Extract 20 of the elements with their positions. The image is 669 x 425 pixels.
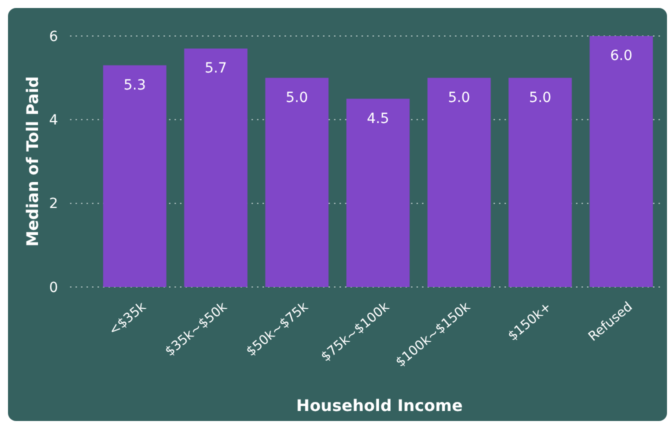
bar	[103, 65, 166, 287]
bar	[427, 78, 491, 287]
bar	[265, 78, 329, 287]
data-label: 6.0	[610, 48, 632, 64]
bar	[508, 78, 572, 287]
x-axis-title: Household Income	[296, 396, 463, 415]
y-tick-label: 4	[49, 112, 58, 129]
y-tick-label: 0	[49, 280, 58, 296]
data-label: 5.0	[286, 90, 308, 106]
data-label: 5.0	[448, 90, 470, 106]
data-label: 5.3	[124, 77, 146, 94]
bar	[184, 48, 248, 287]
data-label: 5.0	[529, 90, 552, 106]
bar	[590, 36, 653, 287]
y-tick-label: 2	[49, 196, 58, 212]
y-tick-label: 6	[49, 28, 58, 45]
data-label: 5.7	[204, 60, 227, 77]
data-label: 4.5	[366, 110, 390, 127]
bar	[346, 98, 410, 287]
y-axis-title: Median of Toll Paid	[23, 76, 42, 247]
